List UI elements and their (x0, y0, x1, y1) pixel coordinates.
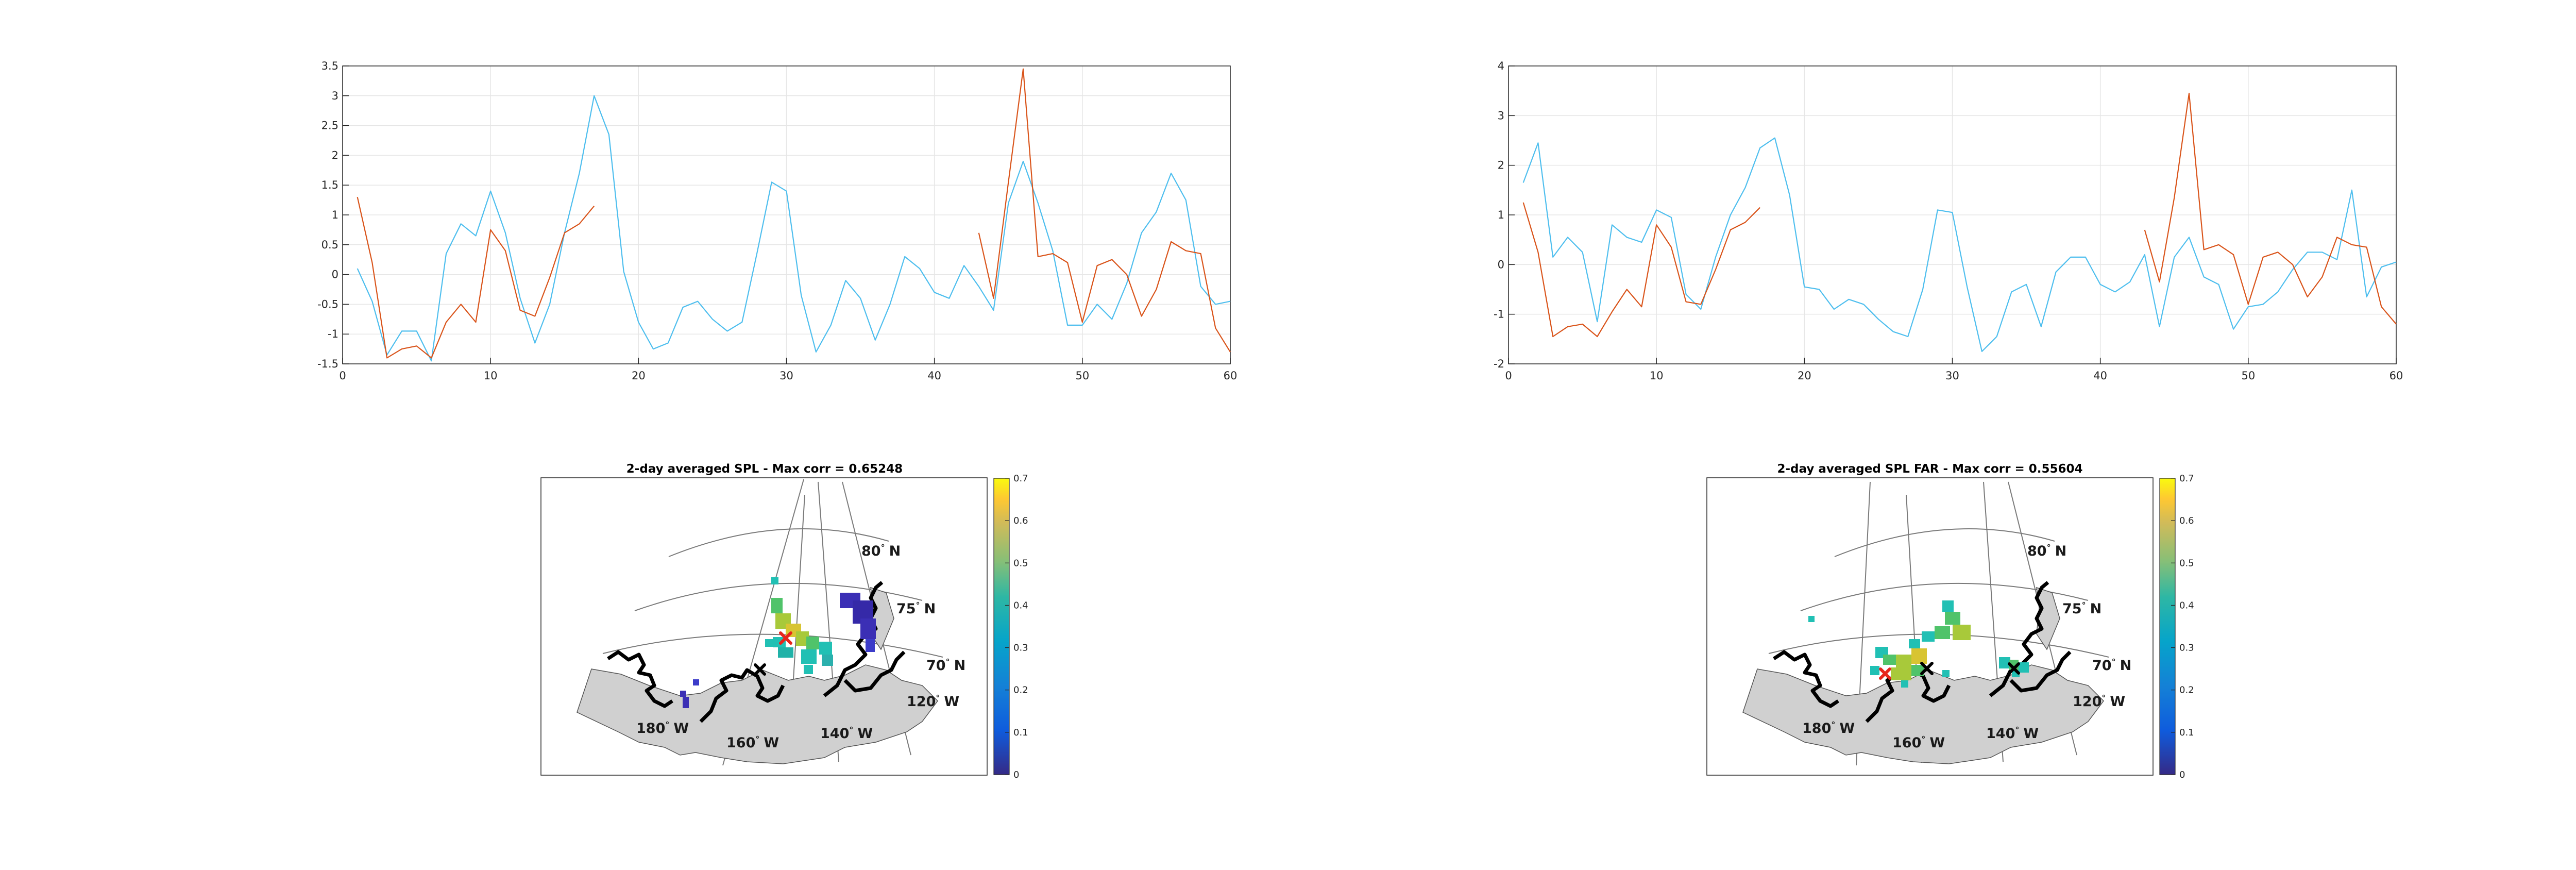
y-tick-label: 4 (1498, 60, 1504, 72)
x-tick-label: 0 (339, 370, 346, 382)
x-tick-label: 20 (632, 370, 646, 382)
x-tick-label: 30 (1945, 370, 1959, 382)
x-tick-label: 40 (927, 370, 941, 382)
colorbar-tick-label: 0.4 (1013, 600, 1028, 611)
x-tick-label: 60 (1224, 370, 1238, 382)
y-tick-label: 0.5 (321, 239, 338, 251)
land (577, 587, 938, 764)
svg-text:160°W: 160° W (1892, 734, 1945, 751)
svg-text:75°N: 75° N (2062, 600, 2102, 617)
svg-text:70°N: 70° N (926, 657, 965, 674)
colorbar-tick-label: 0.4 (2179, 600, 2194, 611)
colorbar: 0.7 0.6 0.5 0.4 0.3 0.2 0.1 0 (993, 473, 1028, 780)
colorbar: 0.7 0.6 0.5 0.4 0.3 0.2 0.1 0 (2159, 473, 2194, 780)
y-tick-label: 3 (332, 90, 338, 102)
svg-text:140°W: 140° W (820, 725, 873, 742)
colorbar-tick-label: 0.2 (1013, 685, 1028, 696)
y-tick-label: 1.5 (321, 179, 338, 191)
colorbar-tick-label: 0.6 (2179, 515, 2194, 526)
colorbar-tick-label: 0.2 (2179, 685, 2194, 696)
bottom-left-map: 2-day averaged SPL - Max corr = 0.65248 (540, 462, 1028, 780)
svg-text:120°W: 120° W (907, 693, 959, 710)
markers (754, 631, 792, 676)
series-line-blue (357, 95, 1231, 362)
colorbar-tick-label: 0.7 (1013, 473, 1028, 484)
y-tick-label: 3 (1498, 109, 1504, 122)
x-tick-label: 10 (484, 370, 498, 382)
svg-text:120°W: 120° W (2073, 693, 2125, 710)
svg-text:80°N: 80° N (861, 543, 901, 559)
x-tick-label: 50 (1075, 370, 1089, 382)
y-tick-label: 3.5 (321, 60, 338, 72)
series-line-blue (1522, 137, 2397, 352)
y-tick-label: 0 (1498, 258, 1504, 271)
colorbar-tick-label: 0.3 (1013, 643, 1028, 654)
x-tick-label: 40 (2093, 370, 2107, 382)
map-labels: 80° N 75° N 70° N 180° W 160° W 140° W 120° W (636, 543, 965, 751)
svg-text:140°W: 140° W (1986, 725, 2039, 742)
bottom-right-map: 2-day averaged SPL FAR - Max corr = 0.55… (1706, 462, 2194, 780)
map-labels: 80° N 75° N 70° N 180° W 160° W 140° W 120° W (1802, 543, 2131, 751)
y-tick-label: -2 (1494, 358, 1504, 370)
map-title: 2-day averaged SPL - Max corr = 0.65248 (626, 462, 903, 476)
y-tick-label: 1 (332, 209, 338, 221)
y-tick-label: 1 (1498, 209, 1504, 221)
series-line-orange (1522, 92, 2397, 338)
colorbar-tick-label: 0.3 (2179, 643, 2194, 654)
y-tick-label: 2 (1498, 159, 1504, 172)
colorbar-tick-label: 0.1 (2179, 727, 2194, 738)
colorbar-tick-label: 0.5 (2179, 558, 2194, 568)
colorbar-tick-label: 0.5 (1013, 558, 1028, 568)
x-tick-label: 50 (2241, 370, 2255, 382)
colorbar-tick-label: 0.1 (1013, 727, 1028, 738)
colorbar-tick-label: 0 (2179, 769, 2185, 780)
x-tick-label: 30 (779, 370, 793, 382)
svg-text:75°N: 75° N (896, 600, 936, 617)
svg-text:70°N: 70° N (2092, 657, 2131, 674)
colorbar-tick-label: 0.6 (1013, 515, 1028, 526)
y-tick-label: -1 (1494, 308, 1504, 321)
svg-text:180°W: 180° W (636, 720, 689, 737)
y-tick-label: 2 (332, 149, 338, 161)
y-tick-label: -1 (328, 328, 338, 340)
map-title: 2-day averaged SPL FAR - Max corr = 0.55… (1777, 462, 2083, 476)
heat-cells (1808, 600, 2029, 688)
heat-cells (680, 577, 876, 708)
series-line-orange (357, 68, 1231, 359)
x-tick-label: 0 (1505, 370, 1512, 382)
x-tick-label: 20 (1798, 370, 1811, 382)
top-left-plot: 0 10 20 30 40 50 60 3.5 3 2.5 2 1.5 1 0.5 0 -0.5 -1 -1.5 (317, 60, 1237, 382)
y-tick-label: -0.5 (317, 298, 338, 310)
y-tick-label: -1.5 (317, 358, 338, 370)
svg-text:180°W: 180° W (1802, 720, 1855, 737)
svg-text:160°W: 160° W (726, 734, 779, 751)
colorbar-gradient (2159, 478, 2176, 775)
x-tick-label: 10 (1650, 370, 1664, 382)
x-tick-label: 60 (2389, 370, 2403, 382)
colorbar-tick-label: 0.7 (2179, 473, 2194, 484)
y-tick-label: 2.5 (321, 120, 338, 132)
colorbar-tick-label: 0 (1013, 769, 1019, 780)
markers (1879, 662, 2020, 680)
y-tick-label: 0 (332, 269, 338, 281)
svg-text:80°N: 80° N (2027, 543, 2066, 559)
colorbar-gradient (993, 478, 1010, 775)
land (1742, 587, 2104, 764)
